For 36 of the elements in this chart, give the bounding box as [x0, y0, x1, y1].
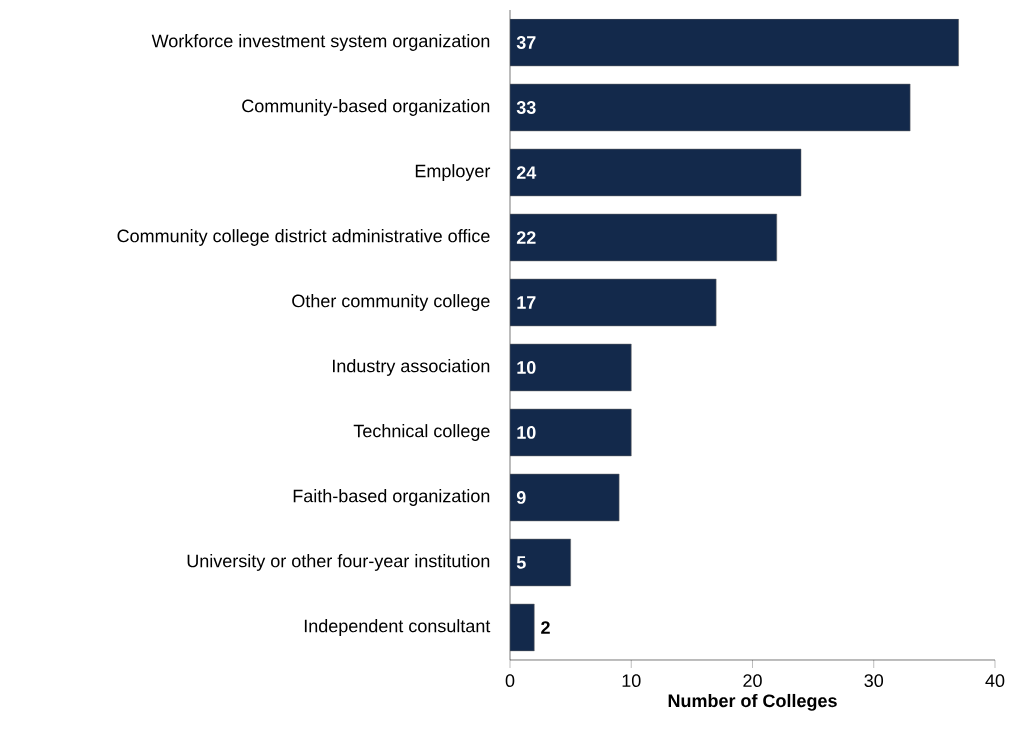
- bar: [510, 278, 717, 327]
- data-label: 9: [516, 491, 526, 504]
- data-label: 10: [517, 361, 536, 374]
- data-label: 37: [516, 36, 536, 49]
- data-label: 22: [516, 231, 536, 244]
- data-label: 10: [517, 426, 536, 439]
- y-tick-label: Independent consultant: [304, 619, 491, 636]
- y-tick-label: University or other four-year institution: [187, 554, 490, 571]
- bar: [510, 343, 632, 392]
- data-label: 17: [517, 296, 536, 309]
- bar: [510, 473, 620, 522]
- y-tick-label: Community-based organization: [242, 99, 490, 116]
- y-tick-label: Other community college: [292, 294, 490, 311]
- bar: [510, 603, 535, 652]
- y-tick-label: Industry association: [332, 359, 490, 376]
- bar: [510, 148, 802, 197]
- x-tick-label: 20: [743, 674, 762, 687]
- bar: [510, 213, 778, 262]
- x-tick-label: 0: [505, 674, 515, 687]
- bar: [510, 83, 911, 132]
- y-tick-label: Workforce investment system organization: [151, 34, 490, 51]
- data-label: 33: [516, 101, 536, 114]
- x-tick-label: 10: [622, 674, 641, 687]
- y-tick-label: Community college district administrative office: [117, 229, 490, 246]
- x-tick-label: 40: [985, 674, 1005, 687]
- y-tick-label: Employer: [415, 164, 491, 181]
- bar: [510, 18, 959, 67]
- x-tick-label: 30: [864, 674, 884, 687]
- data-label: 24: [516, 166, 537, 179]
- bar: [510, 408, 632, 457]
- y-tick-label: Technical college: [353, 424, 490, 441]
- bar: [510, 538, 571, 587]
- y-tick-label: Faith-based organization: [293, 489, 490, 506]
- data-label: 2: [541, 621, 550, 634]
- x-axis-title: Number of Colleges: [668, 693, 837, 711]
- data-label: 5: [516, 556, 526, 569]
